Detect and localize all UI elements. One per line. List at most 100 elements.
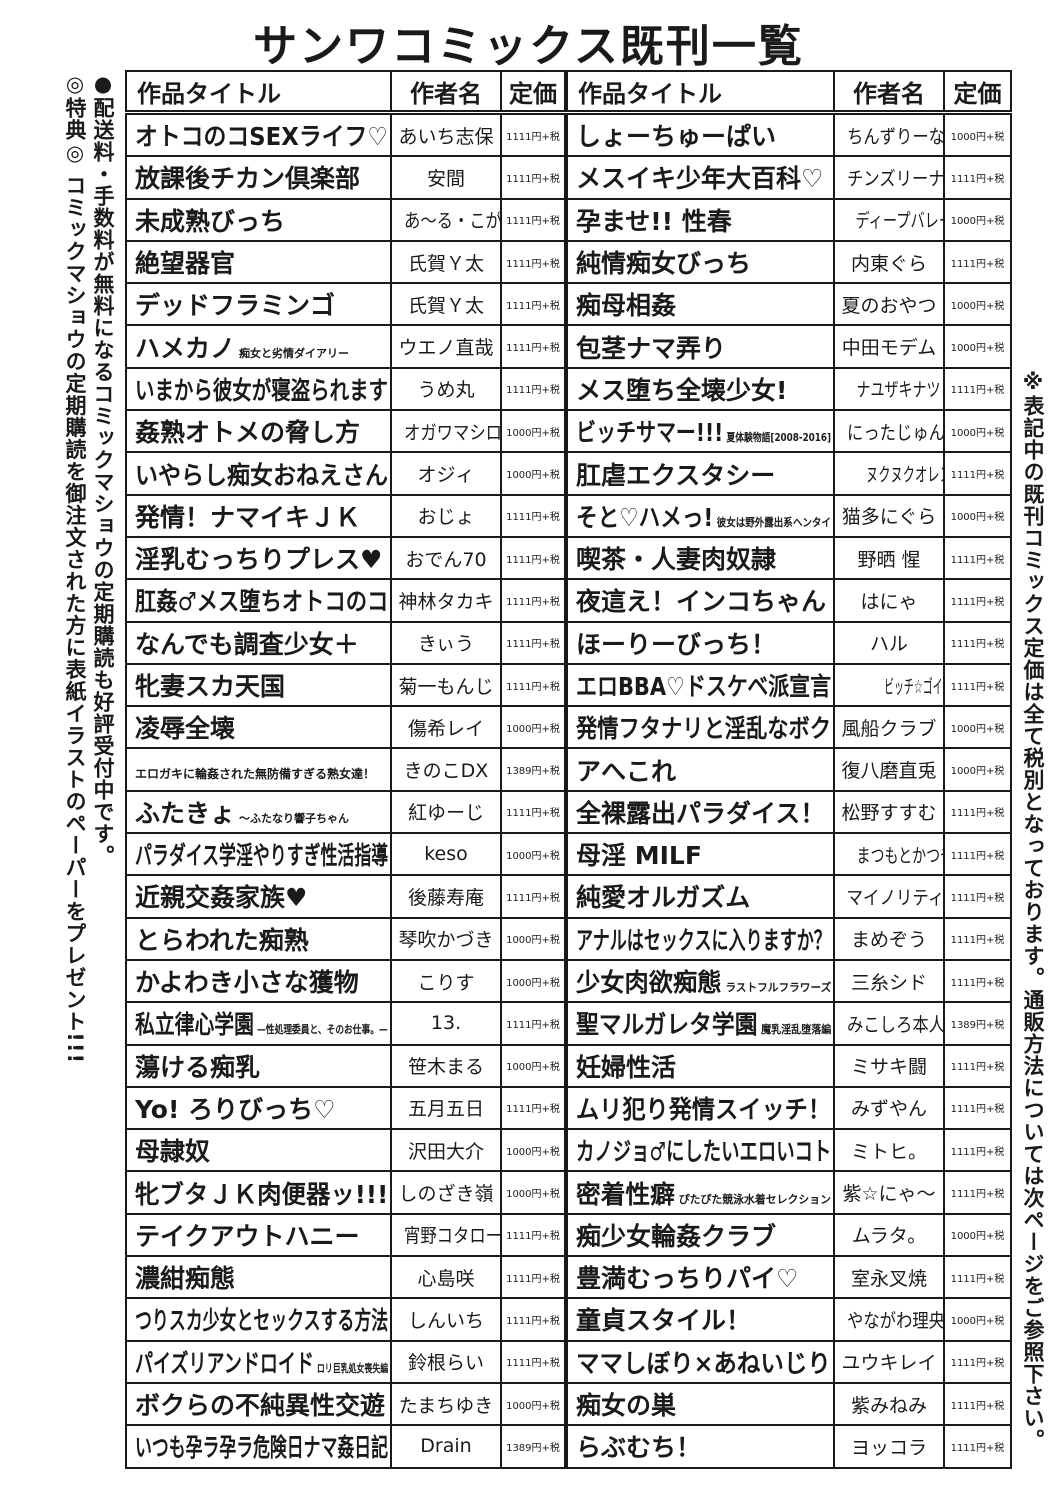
author-cell: みこしろ本人: [833, 1001, 945, 1046]
comic-author: まつもとかつや: [856, 844, 942, 867]
comic-title: アへこれ: [576, 756, 677, 786]
author-cell: ムラタ。: [833, 1212, 945, 1258]
comics-catalog-table: 作品タイトル 作者名 定価 作品タイトル 作者名 定価 オトコのコSEXライフ♡…: [125, 70, 1012, 1469]
table-row: 私立律心学園 —性処理委員と、そのお仕事。— 13. 1111円+税 聖マルガレタ学園魔…: [125, 1001, 1012, 1046]
comic-author: 13.: [430, 1012, 462, 1035]
price-cell: 1111円+税: [500, 1085, 567, 1131]
comic-title: 蕩ける痴乳: [135, 1052, 261, 1082]
table-row: 発情！ナマイキＪＫ おじょ 1111円+税 そと♡ハメっ! 彼女は野外露出系ヘンタイ 猫多…: [125, 493, 1012, 538]
comic-title: 夜這え！インコちゃん: [576, 587, 827, 617]
price-cell: 1111円+税: [500, 578, 567, 623]
author-cell: みずやん: [833, 1085, 945, 1131]
comic-subtitle: 〜ふたなり響子ちゃん: [239, 811, 350, 825]
author-cell: ミトヒ。: [833, 1128, 945, 1173]
comic-price: 1000円+税: [506, 977, 560, 989]
header-price: 定価: [500, 70, 567, 115]
table-row: 凌辱全壊 傷希レイ 1000円+税 発情フタナリと淫乱なボク 風船クラブ 1000円+税: [125, 705, 1012, 750]
comic-title-cell: Yo! ろりびっち♡: [125, 1085, 392, 1131]
table-row: 母隷奴 沢田大介 1000円+税 カノジョ♂にしたいエロいコト ミトヒ。 1111円+税: [125, 1128, 1012, 1173]
author-cell: きのこDX: [390, 747, 502, 792]
comic-title-cell: 母淫 MILF: [564, 832, 835, 877]
price-cell: 1111円+税: [943, 832, 1012, 877]
table-row: つりスカ少女とセックスする方法 しんいち 1111円+税 童貞スタイル！ やながわ理央 1…: [125, 1297, 1012, 1342]
comic-title-cell: 全裸露出パラダイス！: [564, 789, 835, 835]
header-title: 作品タイトル: [125, 70, 392, 115]
comic-title-cell: 純愛オルガズム: [564, 874, 835, 919]
comic-price: 1111円+税: [950, 596, 1005, 608]
price-cell: 1000円+税: [500, 958, 567, 1004]
table-row: ハメカノ 痴女と劣情ダイアリー ウエノ直哉 1111円+税 包茎ナマ弄り 中田モデム 100…: [125, 324, 1012, 369]
comic-author: 宵野コタロー: [404, 1225, 501, 1248]
table-row: パイズリアンドロイド ロリ巨乳処女喪失編 鈴根らい 1111円+税 ママしぼり×あねいじ…: [125, 1339, 1012, 1384]
comic-title-cell: メス堕ち全壊少女!: [564, 366, 835, 412]
comic-author: みずやん: [850, 1098, 927, 1121]
comic-title-cell: 痴少女輪姦クラブ: [564, 1212, 835, 1258]
price-cell: 1111円+税: [943, 916, 1012, 961]
comic-title-cell: 妊婦性活: [564, 1043, 835, 1088]
price-cell: 1389円+税: [943, 1001, 1012, 1046]
comic-price: 1111円+税: [506, 681, 560, 693]
comic-title-cell: テイクアウトハニー: [125, 1212, 392, 1258]
comic-author: あ〜る・こが: [404, 210, 501, 233]
comic-price: 1111円+税: [950, 935, 1005, 947]
comic-title-cell: パイズリアンドロイド ロリ巨乳処女喪失編: [125, 1339, 392, 1384]
comic-title-cell: ママしぼり×あねいじり: [564, 1339, 835, 1384]
comic-price: 1111円+税: [506, 216, 560, 228]
comic-title-cell: 淫乳むっちりプレス♥: [125, 535, 392, 581]
comic-price: 1111円+税: [506, 1315, 560, 1327]
table-row: 蕩ける痴乳 笹木まる 1000円+税 妊婦性活 ミサキ闘 1111円+税: [125, 1043, 1012, 1088]
author-cell: 夏のおやつ: [833, 282, 945, 327]
comic-title: 近親交姦家族♥: [135, 883, 308, 913]
price-cell: 1111円+税: [500, 324, 567, 369]
comic-title: しょーちゅーぱい: [576, 122, 777, 152]
comic-author: 紅ゆーじ: [407, 802, 484, 825]
comic-price: 1000円+税: [950, 723, 1005, 735]
page-title: サンワコミックス既刊一覧: [253, 21, 804, 72]
bonus-notice: ◎特典◎ コミックマショウの定期購読を御注文された方に表紙イラストのペーパーをプ…: [63, 72, 87, 1065]
comic-title-cell: 喫茶・人妻肉奴隷: [564, 535, 835, 581]
comic-title: 放課後チカン倶楽部: [135, 164, 361, 194]
comic-author: keso: [424, 843, 468, 866]
comic-price: 1000円+税: [506, 427, 560, 439]
comic-author: うめ丸: [417, 379, 475, 402]
subscription-notice: ●配送料・手数料が無料になるコミックマショウの定期購読も好評受付中です。: [91, 72, 115, 867]
comic-title: 密着性癖: [576, 1179, 675, 1209]
comic-title: エロガキに輪姦された無防備すぎる熟女達！: [135, 767, 376, 782]
author-cell: 猫多にぐら: [833, 493, 945, 538]
comic-price: 1111円+税: [950, 850, 1005, 862]
comic-price: 1111円+税: [506, 1019, 560, 1031]
comic-title: ママしぼり×あねいじり: [576, 1348, 831, 1378]
comic-author: 安間: [426, 167, 465, 190]
comic-title: いまから彼女が寝盗られます: [135, 375, 389, 405]
author-cell: 紫みねみ: [833, 1381, 945, 1427]
author-cell: 安間: [390, 155, 502, 200]
comic-price: 1111円+税: [950, 977, 1005, 989]
comic-title-cell: なんでも調査少女＋: [125, 620, 392, 665]
comic-title-cell: とらわれた痴熟: [125, 916, 392, 961]
author-cell: 神林タカキ: [390, 578, 502, 623]
comic-title: 濃紺痴態: [135, 1264, 236, 1294]
comic-title: オトコのコSEXライフ♡: [135, 122, 388, 152]
author-cell: はにゃ: [833, 578, 945, 623]
comic-title: ボクらの不純異性交遊: [135, 1391, 386, 1421]
comic-title: とらわれた痴熟: [135, 925, 309, 955]
comic-title-cell: いまから彼女が寝盗られます: [125, 366, 392, 412]
comic-title: 発情！ナマイキＪＫ: [135, 502, 361, 532]
author-cell: 内東ぐら: [833, 239, 945, 285]
comic-author: マイノリティ: [846, 886, 944, 909]
comic-author: 野晒 惺: [857, 548, 921, 571]
price-cell: 1111円+税: [500, 239, 567, 285]
comic-title: Yo! ろりびっち♡: [135, 1094, 336, 1124]
comic-title-cell: デッドフラミンゴ: [125, 282, 392, 327]
price-cell: 1111円+税: [500, 111, 567, 158]
author-cell: 復八磨直兎: [833, 747, 945, 792]
table-row: 姦熟オトメの脅し方 オガワマシロ 1000円+税 ビッチサマー!!! 夏体験物語[200…: [125, 409, 1012, 454]
author-cell: 心島咲: [390, 1255, 502, 1300]
author-cell: 風船クラブ: [833, 705, 945, 750]
comic-author: しんいち: [407, 1309, 484, 1332]
comic-price: 1000円+税: [506, 1400, 560, 1412]
comic-title: 喫茶・人妻肉奴隷: [576, 545, 777, 575]
comic-title: ビッチサマー!!!: [576, 418, 724, 448]
comic-title-cell: ふたきょ 〜ふたなり響子ちゃん: [125, 789, 392, 835]
comic-author: きぃう: [417, 633, 475, 656]
